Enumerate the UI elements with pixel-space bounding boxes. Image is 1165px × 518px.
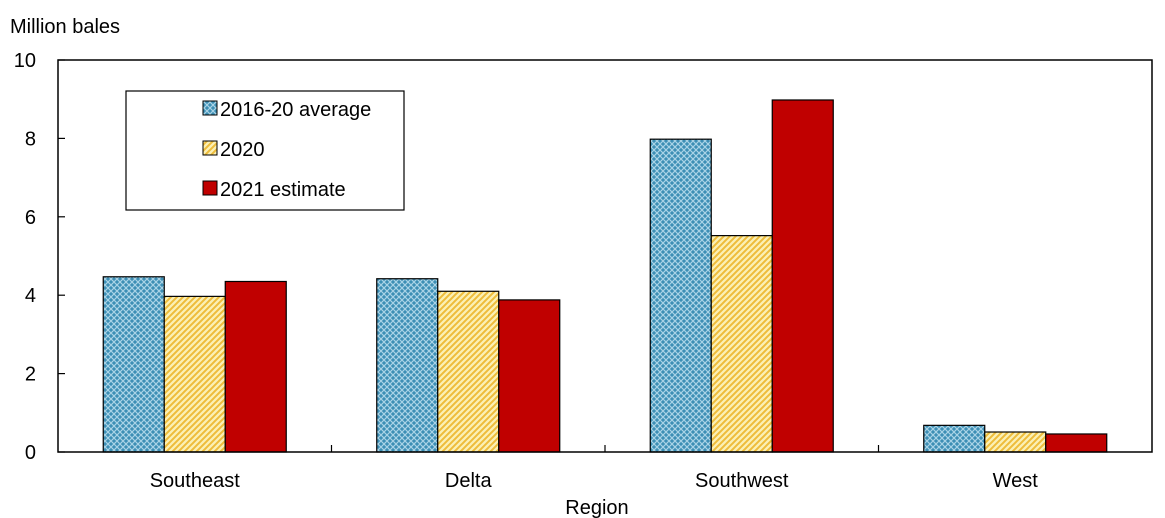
legend-label-2020: 2020 (220, 139, 265, 161)
y-tick-label: 4 (25, 285, 36, 307)
bars-group (102, 99, 1108, 453)
bar-delta-1 (437, 290, 500, 453)
bar-west-2 (1045, 433, 1108, 453)
legend-swatch-avg (202, 100, 218, 116)
bar-southeast-1 (163, 295, 226, 453)
bar-delta-0 (376, 278, 439, 453)
y-tick-label: 8 (25, 128, 36, 150)
legend-label-2021: 2021 estimate (220, 179, 346, 201)
y-axis-title: Million bales (10, 16, 120, 38)
x-category-label: Southeast (150, 470, 241, 492)
x-axis: Southeast Delta Southwest West (150, 445, 1039, 492)
x-category-label: Southwest (695, 470, 789, 492)
bar-southeast-0 (102, 276, 165, 453)
bar-southwest-0 (649, 138, 712, 453)
bar-southwest-1 (710, 235, 773, 453)
legend-box (125, 90, 405, 211)
bar-southeast-2 (224, 280, 287, 453)
legend-label-avg: 2016-20 average (220, 99, 371, 121)
x-category-label: West (993, 470, 1039, 492)
bar-southwest-2 (771, 99, 834, 453)
y-tick-label: 0 (25, 442, 36, 464)
y-tick-label: 2 (25, 364, 36, 386)
legend-swatch-2020 (202, 140, 218, 156)
y-tick-label: 10 (14, 50, 36, 72)
y-axis: 0 2 4 6 8 10 (14, 50, 65, 464)
bar-delta-2 (498, 299, 561, 453)
x-axis-title: Region (565, 497, 628, 518)
bar-west-0 (923, 424, 986, 453)
legend: 2016-20 average 2020 2021 estimate (125, 90, 405, 211)
bar-west-1 (984, 431, 1047, 453)
legend-swatch-2021 (202, 180, 218, 196)
y-tick-label: 6 (25, 207, 36, 229)
x-category-label: Delta (445, 470, 493, 492)
